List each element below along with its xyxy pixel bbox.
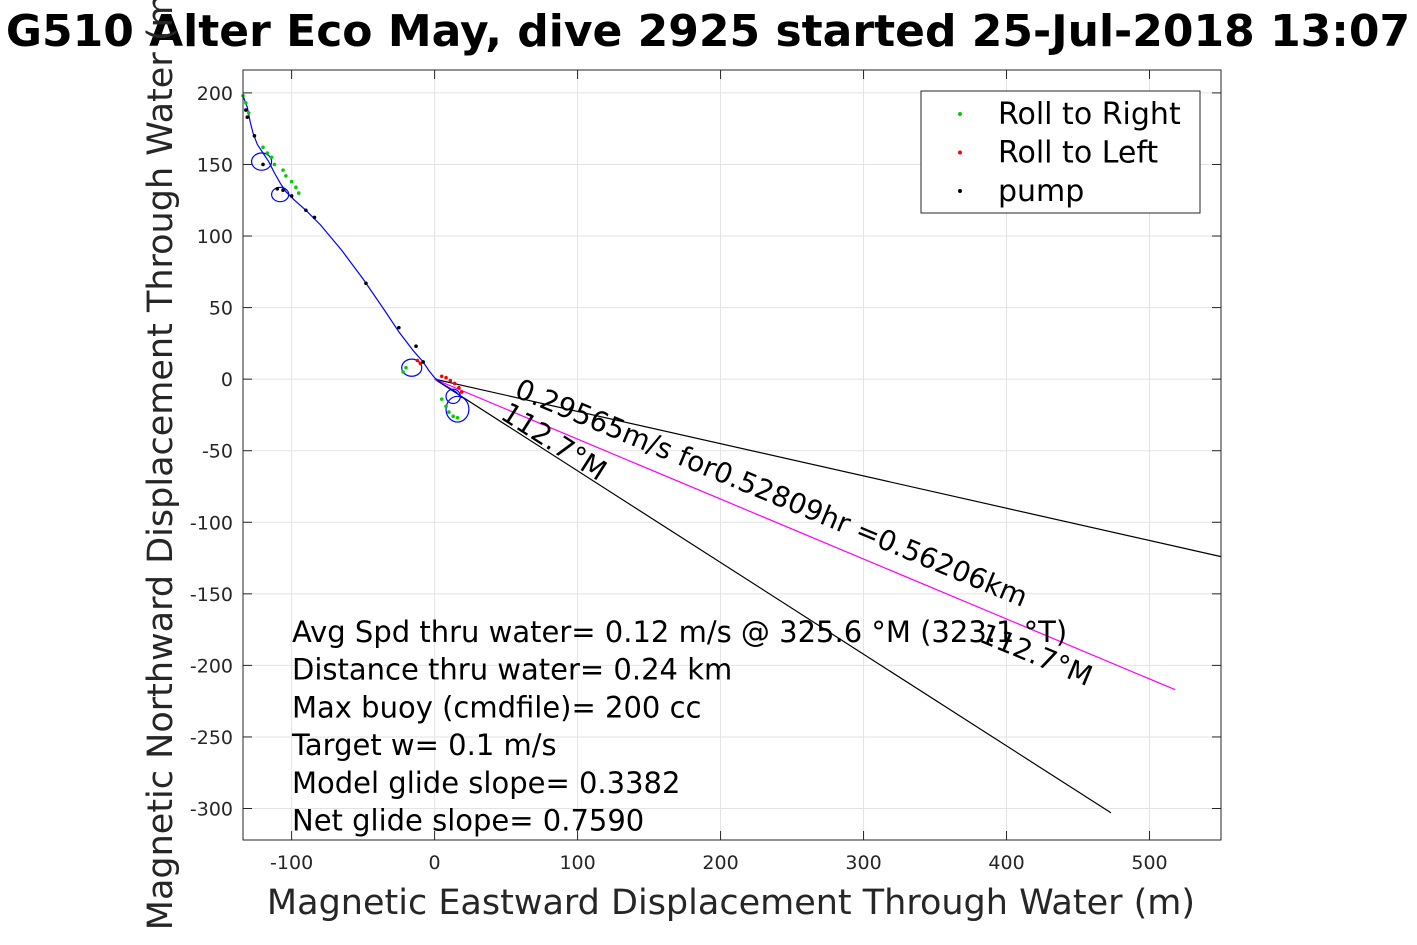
track-loop [445,395,470,423]
roll-left-marker [418,361,423,366]
x-tick-label: 300 [845,852,881,874]
y-tick-label: -150 [190,584,233,606]
track-line [242,95,463,399]
y-tick-label: 100 [197,226,233,248]
roll-right-marker [269,155,274,160]
annotation-line: Target w= 0.1 m/s [291,728,557,762]
y-tick-label: 200 [197,83,233,105]
track-path [242,95,463,399]
pump-marker [414,344,418,349]
y-tick-label: -200 [190,655,233,677]
roll-left-marker [452,381,457,386]
chart-title: G510 Alter Eco May, dive 2925 started 25… [6,6,1410,57]
roll-right-marker [265,151,270,155]
legend-marker [958,150,962,155]
pump-marker [275,186,280,191]
roll-right-marker [296,191,301,195]
roll-right-marker [246,111,251,115]
y-ticks: 200 150 100 50 0 -50 -100 -150 -200 -250 -300 [190,83,1221,821]
glide-lines [434,378,1222,814]
glide-line [434,378,1176,691]
glide-line [434,378,1112,814]
track-loop [445,388,461,405]
pump-marker [312,215,317,220]
roll-right-marker [244,101,248,105]
track-loop [401,358,423,377]
roll-right-marker [281,168,285,172]
roll-right-marker [289,179,294,184]
pump-marker [304,208,308,213]
x-axis-label: Magnetic Eastward Displacement Through W… [267,883,1195,923]
markers [241,93,464,420]
x-tick-label: 200 [702,852,738,874]
pump-marker [421,360,425,364]
annotation-line: Distance thru water= 0.24 km [292,653,732,687]
y-tick-label: -300 [190,799,233,821]
pump-marker [245,115,250,120]
y-tick-label: 50 [209,298,233,320]
annotation-line: Model glide slope= 0.3382 [292,766,680,800]
roll-right-marker [404,365,408,370]
roll-right-marker [272,162,277,167]
annotation-line: Max buoy (cmdfile)= 200 cc [292,690,701,724]
x-tick-label: 100 [559,852,595,874]
pump-marker [397,325,401,330]
x-tick-label: 500 [1131,852,1167,874]
pump-marker [281,188,285,193]
legend-label: Roll to Right [998,97,1181,132]
legend-box [920,90,1201,214]
track-loops [250,152,470,423]
y-tick-label: -50 [202,441,233,463]
legend-label: pump [998,174,1084,209]
roll-right-marker [439,397,444,401]
track-loop [270,186,290,203]
roll-right-marker [451,414,455,419]
roll-left-marker [444,375,448,380]
legend-label: Roll to Left [998,136,1158,171]
x-tick-label: -100 [270,852,313,874]
x-ticks: -100 0 100 200 300 400 500 [270,70,1168,874]
roll-left-marker [457,385,461,390]
y-tick-label: 0 [221,369,233,391]
pump-marker [364,281,368,286]
roll-right-marker [444,404,448,409]
roll-left-marker [448,378,453,383]
y-axis-label: Magnetic Northward Displacement Through … [141,0,181,930]
legend-marker [958,189,962,193]
pump-marker [289,194,294,198]
roll-left-marker [439,374,444,379]
roll-right-marker [294,185,298,190]
roll-left-marker [415,358,420,363]
pump-marker [252,134,257,138]
roll-right-marker [455,415,460,420]
roll-right-marker [401,370,405,374]
legend-marker [958,112,962,116]
x-tick-label: 0 [429,852,441,874]
pump-marker [261,162,265,167]
track-loop [250,152,273,171]
roll-right-marker [284,174,288,178]
annotations: Avg Spd thru water= 0.12 m/s @ 325.6 °M … [291,615,1067,838]
y-tick-label: -250 [190,727,233,749]
roll-left-marker [459,390,464,394]
x-tick-label: 400 [988,852,1024,874]
roll-right-marker [447,410,451,414]
pump-marker [244,108,248,112]
y-tick-label: 150 [197,154,233,176]
annotation-line: Net glide slope= 0.7590 [292,804,644,838]
y-tick-label: -100 [190,512,233,534]
roll-right-marker [261,145,265,150]
plot-frame [242,69,1222,841]
glide-line [434,378,1222,558]
annotation-line: Avg Spd thru water= 0.12 m/s @ 325.6 °M … [292,615,1067,649]
